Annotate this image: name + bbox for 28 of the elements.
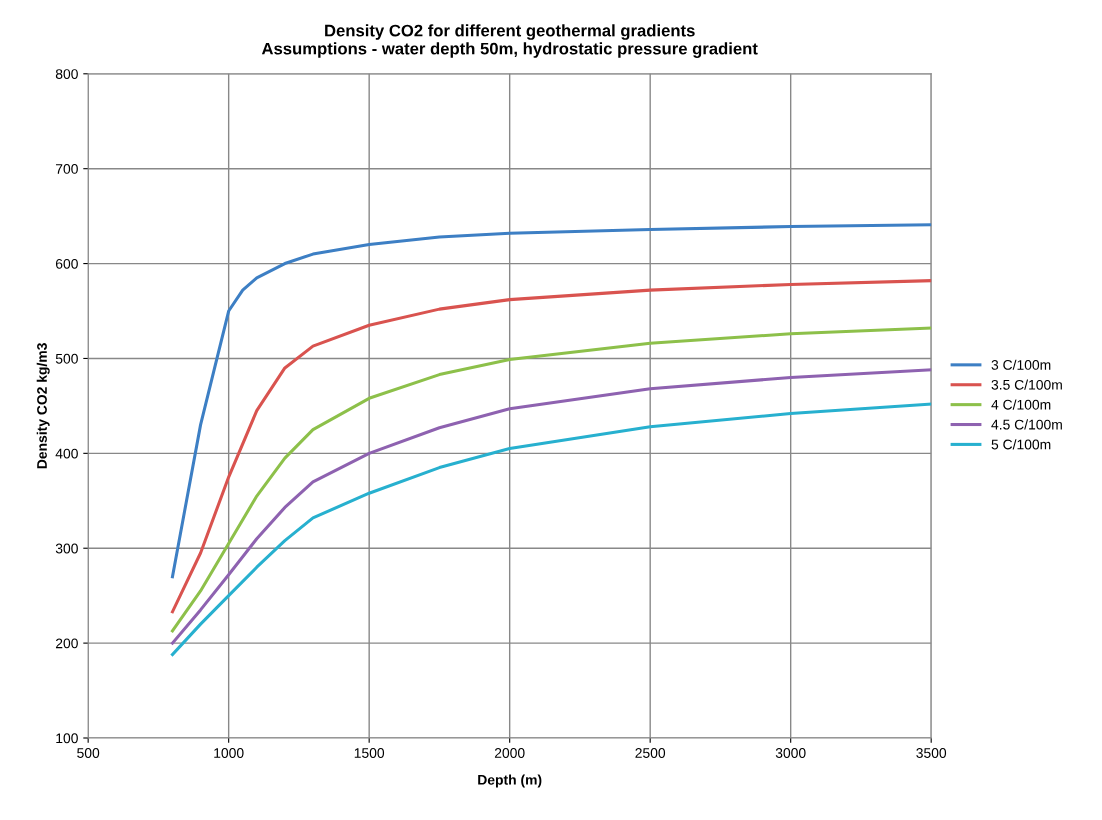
line-series (170, 223, 932, 579)
chart-title: Density CO2 for different geothermal gradients Assumptions - water depth 50m, hydrostatic pressure gradient (261, 24, 758, 58)
y-tick-label: 300 (55, 543, 78, 554)
line-series (170, 402, 932, 657)
x-tick-label: 3000 (775, 748, 806, 758)
line-series (170, 326, 932, 633)
x-tick-label: 1000 (214, 748, 244, 758)
x-tick-label: 2000 (494, 748, 525, 758)
x-tick-label: 1500 (354, 748, 385, 758)
x-tick-label: 500 (77, 748, 100, 758)
line-series (170, 279, 932, 614)
y-tick-label: 600 (55, 258, 78, 269)
y-axis-title: Density CO2 kg/m3 (36, 343, 50, 469)
y-tick-label: 100 (56, 733, 78, 744)
x-tick-label: 2500 (635, 748, 666, 758)
y-tick-label: 400 (55, 448, 78, 459)
y-tick-label: 800 (55, 69, 78, 79)
line-series (170, 368, 932, 645)
y-tick-label: 200 (55, 638, 78, 649)
legend-label: 4.5 C/100m (991, 419, 1062, 430)
y-tick-label: 500 (55, 353, 78, 364)
x-axis-title: Depth (m) (478, 774, 542, 788)
legend-label: 5 C/100m (991, 439, 1051, 450)
legend-label: 3 C/100m (991, 359, 1051, 370)
legend-label: 3.5 C/100m (991, 379, 1062, 390)
y-tick-label: 700 (55, 164, 78, 174)
x-tick-label: 3500 (916, 748, 947, 758)
legend-label: 4 C/100m (991, 399, 1051, 410)
